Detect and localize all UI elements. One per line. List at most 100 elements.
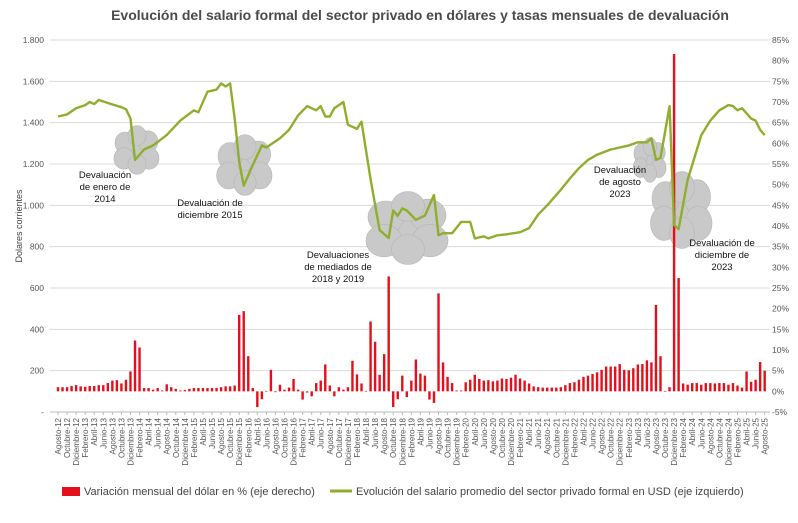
bar — [238, 314, 241, 392]
y-right-tick-label: 0% — [772, 386, 785, 396]
bar — [645, 360, 649, 392]
y-right-tick-label: 55% — [772, 159, 789, 169]
bar — [369, 321, 372, 392]
bar — [142, 388, 146, 392]
bar — [586, 375, 590, 392]
y-right-tick-label: 80% — [772, 56, 789, 66]
x-tick-label: Agosto-16 — [271, 417, 280, 454]
y-right-tick-label: 5% — [772, 366, 785, 376]
bar — [745, 371, 748, 392]
bar — [577, 379, 581, 392]
bar — [405, 391, 409, 398]
x-tick-label: Agosto-15 — [217, 417, 226, 454]
x-tick-label: Agosto-13 — [108, 417, 117, 454]
bar — [392, 391, 395, 408]
x-tick-label: Junio-24 — [697, 417, 706, 448]
x-tick-label: Junio-22 — [589, 417, 598, 448]
bar — [546, 387, 549, 392]
bar — [450, 383, 454, 392]
bar — [373, 341, 377, 392]
bar — [147, 388, 150, 392]
y-right-tick-label: 10% — [772, 345, 789, 355]
bar — [179, 390, 182, 392]
bar — [129, 371, 132, 392]
bar — [192, 388, 196, 392]
bar — [215, 388, 218, 392]
bar — [595, 372, 599, 392]
bar — [604, 366, 608, 392]
bar — [165, 384, 168, 392]
bar — [523, 380, 526, 392]
bar — [88, 385, 91, 392]
bar — [758, 361, 762, 392]
bar — [124, 379, 128, 392]
bar — [269, 369, 273, 392]
x-tick-label: Agosto-23 — [652, 417, 661, 454]
y-right-tick-label: 35% — [772, 242, 789, 252]
annotation-label: Devaluación de diciembre 2015 — [177, 198, 243, 221]
x-tick-label: Octubre-19 — [444, 417, 453, 458]
bar — [428, 391, 431, 400]
bar — [704, 383, 707, 392]
x-tick-label: Febrero-15 — [190, 417, 199, 457]
bar — [378, 374, 381, 392]
bar — [156, 388, 159, 392]
bar — [478, 378, 481, 392]
bar — [360, 383, 363, 392]
bar — [56, 387, 60, 392]
x-tick-label: Octubre-17 — [335, 417, 344, 458]
bar — [632, 368, 635, 392]
x-tick-label: Agosto-17 — [326, 417, 335, 454]
y-right-tick-label: 20% — [772, 304, 789, 314]
bar — [305, 391, 309, 393]
bar — [333, 391, 336, 397]
bar — [514, 374, 517, 392]
x-tick-label: Febrero-24 — [679, 417, 688, 457]
x-tick-label: Febrero-13 — [81, 417, 90, 457]
y-right-tick-label: 25% — [772, 283, 789, 293]
bar — [446, 376, 449, 392]
x-tick-label: Abril-15 — [199, 417, 208, 445]
annotation-line: Devaluación — [594, 165, 646, 176]
x-tick-label: Abril-25 — [743, 417, 752, 445]
x-tick-label: Junio-19 — [425, 417, 434, 448]
bar — [432, 391, 436, 403]
x-tick-label: Octubre-12 — [63, 417, 72, 458]
bar — [219, 387, 223, 392]
bar — [74, 385, 78, 392]
bar — [310, 391, 313, 397]
cloud-puff — [391, 234, 425, 265]
bar — [541, 387, 544, 392]
y-left-tick-label: 1.000 — [23, 200, 45, 210]
bar — [500, 378, 504, 392]
bar — [686, 384, 689, 392]
x-tick-label: Agosto-21 — [543, 417, 552, 454]
bar — [437, 293, 440, 392]
y-right-tick-label: 65% — [772, 118, 789, 128]
x-tick-label: Junio-23 — [643, 417, 652, 448]
bar — [763, 370, 766, 392]
bar — [274, 391, 277, 393]
x-tick-label: Abril-14 — [145, 417, 154, 445]
bar — [188, 388, 191, 392]
bar — [160, 390, 164, 392]
bar — [79, 386, 82, 392]
bar — [174, 388, 177, 392]
bar — [731, 383, 735, 392]
x-tick-label: Junio-20 — [480, 417, 489, 448]
bar — [70, 385, 73, 392]
x-tick-label: Diciembre-12 — [72, 417, 81, 465]
cloud-puff — [643, 163, 657, 183]
x-tick-label: Febrero-18 — [353, 417, 362, 457]
bar — [532, 386, 535, 392]
bar — [459, 390, 463, 392]
annotation-line: Devaluación — [79, 170, 131, 181]
bar — [210, 388, 214, 392]
axes: 1.800 1.600 1.400 1.200 1.000 800 600 400 200 - 85… — [23, 35, 790, 466]
x-tick-label: Febrero-22 — [570, 417, 579, 457]
x-tick-label: Diciembre-17 — [344, 417, 353, 465]
bar — [536, 387, 540, 392]
bar — [482, 380, 486, 392]
x-tick-label: Octubre-20 — [498, 417, 507, 458]
bar — [709, 383, 712, 392]
